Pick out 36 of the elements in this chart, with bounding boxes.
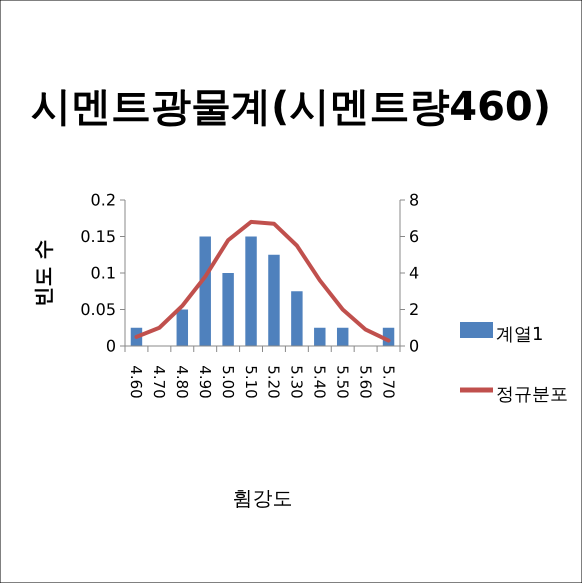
x-tick-label: 5.40: [310, 365, 329, 399]
y-tick-label: 0.15: [80, 227, 116, 246]
x-tick-label: 5.50: [333, 365, 352, 399]
x-tick-label: 4.70: [150, 365, 168, 399]
y-axis-title: 빈도 수: [31, 240, 55, 306]
x-tick-label: 5.20: [264, 365, 283, 399]
x-tick-label: 4.60: [127, 365, 146, 399]
legend-label: 계열1: [496, 324, 544, 345]
bar: [245, 236, 257, 346]
x-axis-title: 휨강도: [232, 486, 292, 510]
x-tick-label: 5.30: [288, 365, 306, 399]
bar: [291, 291, 303, 346]
y2-tick-label: 4: [409, 264, 420, 283]
y2-tick-label: 8: [409, 190, 420, 210]
x-tick-label: 4.90: [196, 365, 214, 399]
x-tick-label: 5.10: [242, 365, 260, 399]
x-tick-label: 5.60: [356, 365, 374, 399]
y2-tick-label: 0: [409, 336, 420, 356]
y-tick-label: 0: [106, 336, 116, 356]
bar: [268, 254, 280, 346]
y-tick-label: 0.05: [80, 300, 116, 320]
bar: [336, 328, 348, 346]
y-tick-label: 0.2: [90, 190, 116, 210]
x-tick-label: 5.70: [379, 365, 398, 399]
line-series: [134, 220, 391, 343]
y2-tick-label: 6: [409, 227, 420, 246]
y-tick-label: 0.1: [90, 264, 116, 283]
x-tick-label: 5.00: [218, 365, 237, 399]
bar: [199, 236, 211, 346]
chart-title: 시멘트광물계(시멘트량460): [30, 84, 552, 130]
x-tick-label: 4.80: [173, 365, 192, 399]
y2-tick-label: 2: [409, 300, 420, 320]
legend-label: 정규분포: [496, 384, 568, 405]
bar: [222, 273, 234, 346]
bar: [176, 310, 188, 346]
bar: [314, 328, 326, 346]
